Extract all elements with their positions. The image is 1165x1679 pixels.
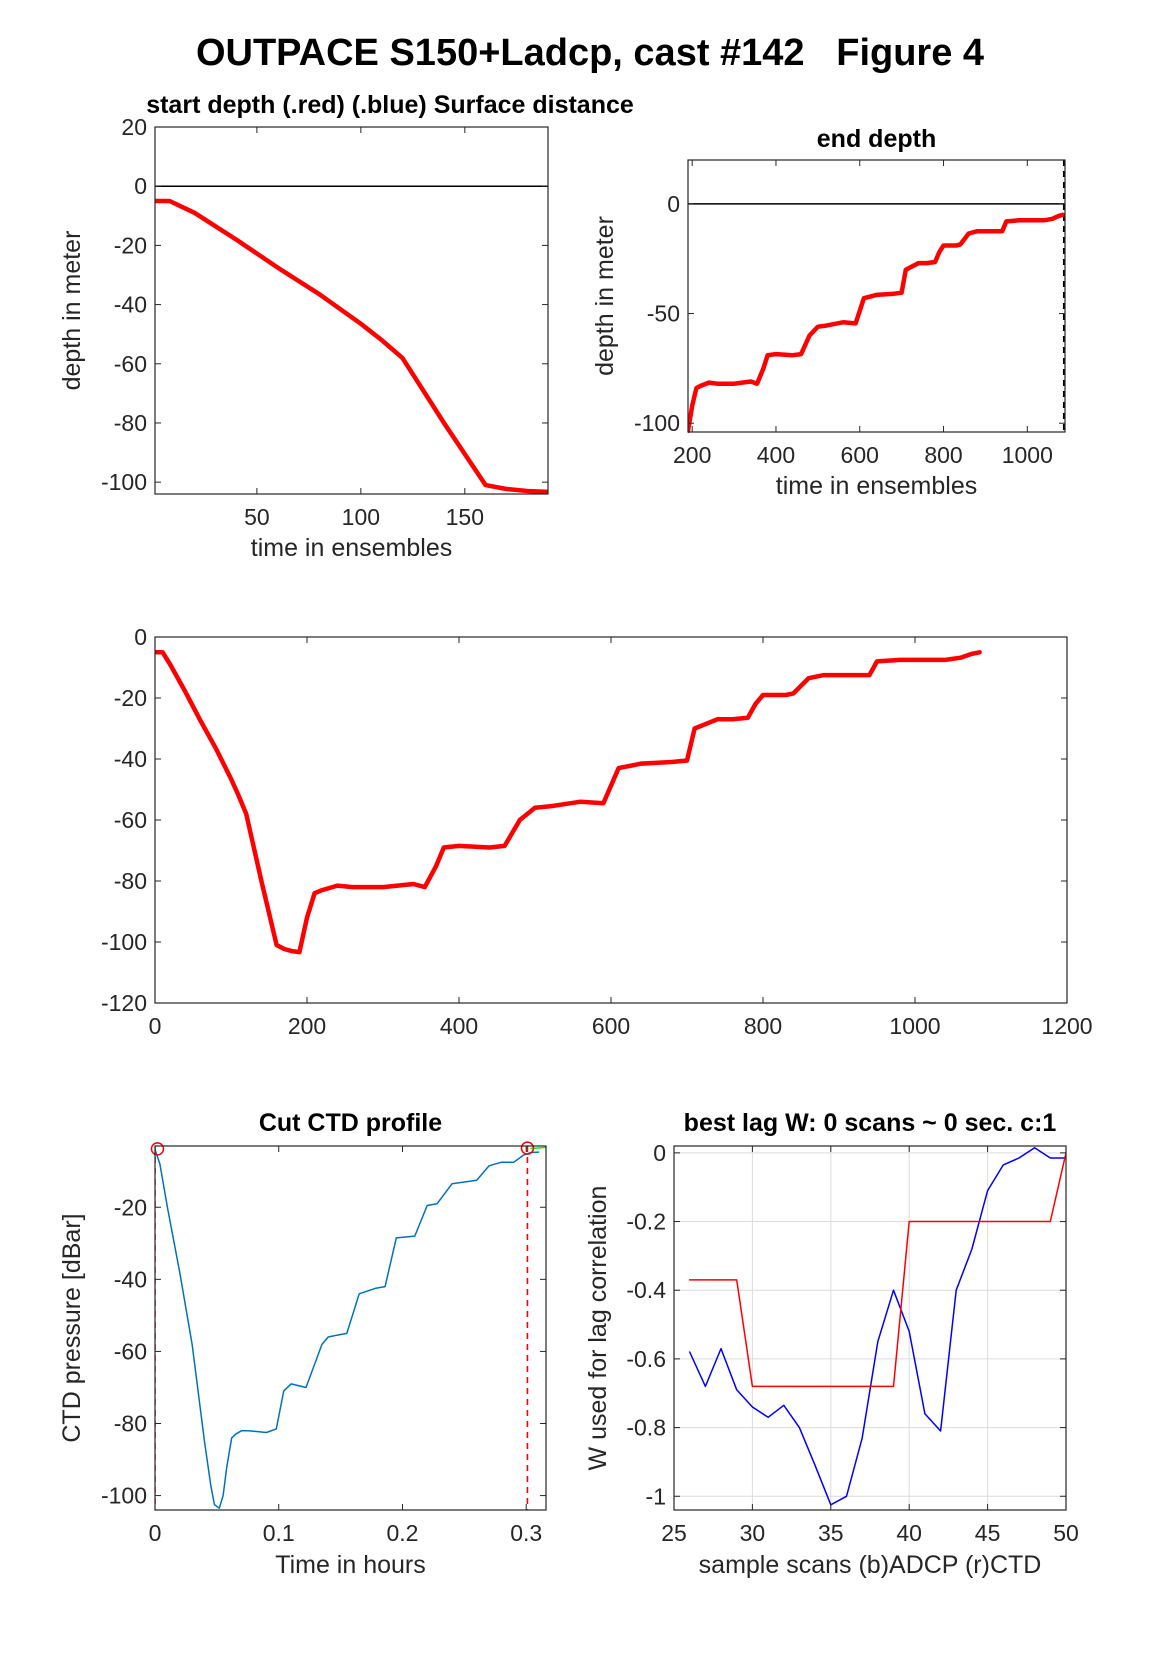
y-tick-label: 20 [121, 114, 147, 140]
plot-content [155, 650, 982, 955]
plot-area [155, 1146, 546, 1510]
y-tick-label: -0.6 [626, 1346, 666, 1372]
figure-title: OUTPACE S150+Ladcp, cast #142 Figure 4 [196, 32, 984, 74]
axes-box [154, 126, 549, 495]
plot-title: best lag W: 0 scans ~ 0 sec. c:1 [684, 1109, 1057, 1137]
x-tick-label: 40 [896, 1520, 922, 1546]
y-tick-label: -80 [114, 1411, 147, 1437]
y-tick-label: -100 [101, 1483, 147, 1509]
y-tick-label: -50 [647, 301, 680, 327]
plot-content [155, 185, 548, 495]
y-tick-label: -20 [114, 685, 147, 711]
x-tick-label: 25 [661, 1520, 687, 1546]
x-tick-label: 200 [288, 1013, 326, 1039]
marker-circle [520, 1141, 535, 1155]
y-axis-label: CTD pressure [dBar] [58, 1213, 86, 1442]
plot-content [688, 1146, 1066, 1506]
axes-box [673, 1145, 1067, 1511]
x-tick-label: 45 [975, 1520, 1001, 1546]
plot-area [155, 127, 548, 494]
plot-end-depth: 200 400 600 800 1000 0 -50 -100 end depth time in… [591, 125, 1066, 500]
x-tick-label: 50 [244, 504, 270, 530]
x-axis-label: Time in hours [275, 1551, 426, 1579]
series-line-1 [155, 198, 548, 495]
x-tick-label: 600 [841, 442, 879, 468]
x-tick-label: 800 [744, 1013, 782, 1039]
x-tick-label: 1000 [1002, 442, 1053, 468]
y-tick-label: -40 [114, 292, 147, 318]
y-tick-label: -100 [101, 469, 147, 495]
y-tick-label: -0.2 [626, 1209, 666, 1235]
plot-title: start depth (.red) (.blue) Surface dista… [146, 91, 634, 119]
plot-best-lag: 25 30 35 40 45 50 0 -0.2 -0.4 -0.6 -0.8 -1 best lag … [584, 1109, 1079, 1579]
y-tick-label: -40 [114, 1266, 147, 1292]
x-tick-label: 400 [440, 1013, 478, 1039]
x-tick-label: 50 [1053, 1520, 1079, 1546]
x-tick-label: 1000 [889, 1013, 940, 1039]
y-axis-label: W used for lag correlation [584, 1186, 612, 1471]
x-tick-label: 0.2 [386, 1520, 418, 1546]
y-axis-label: depth in meter [591, 216, 619, 376]
y-tick-label: 0 [134, 173, 147, 199]
y-tick-label: 0 [653, 1140, 666, 1166]
series-line-2 [688, 1152, 1066, 1388]
x-tick-label: 200 [673, 442, 711, 468]
series-line-1 [155, 650, 982, 955]
y-tick-label: -1 [646, 1483, 666, 1509]
y-tick-label: -80 [114, 868, 147, 894]
series-line-1 [688, 212, 1065, 433]
y-tick-label: -120 [101, 990, 147, 1016]
y-tick-label: -0.8 [626, 1415, 666, 1441]
plot-full-depth-profile: 0 200 400 600 800 1000 1200 0 -20 -40 -60 -80 -100 -1… [101, 624, 1093, 1039]
y-tick-label: 0 [134, 624, 147, 650]
axes-box [687, 159, 1066, 433]
x-tick-label: 0.1 [263, 1520, 295, 1546]
y-tick-label: -40 [114, 746, 147, 772]
x-tick-label: 150 [446, 504, 484, 530]
y-tick-label: -80 [114, 410, 147, 436]
y-tick-label: 0 [667, 191, 680, 217]
plot-content [688, 160, 1065, 433]
plot-title: end depth [817, 125, 936, 153]
x-axis-label: time in ensembles [251, 534, 452, 562]
series-line-1 [155, 1148, 540, 1509]
y-tick-label: -100 [101, 929, 147, 955]
y-tick-label: -20 [114, 1194, 147, 1220]
plot-area [155, 637, 1067, 1003]
y-tick-label: -60 [114, 1338, 147, 1364]
x-tick-label: 1200 [1041, 1013, 1092, 1039]
y-tick-label: -100 [634, 410, 680, 436]
x-tick-label: 0.3 [510, 1520, 542, 1546]
plot-area [674, 1146, 1066, 1510]
x-tick-label: 30 [740, 1520, 766, 1546]
series-line-1 [688, 1146, 1066, 1506]
axes-box [154, 1145, 547, 1511]
x-axis-label: sample scans (b)ADCP (r)CTD [699, 1551, 1042, 1579]
y-tick-label: -60 [114, 807, 147, 833]
x-tick-label: 0 [149, 1520, 162, 1546]
x-tick-label: 800 [924, 442, 962, 468]
x-tick-label: 0 [149, 1013, 162, 1039]
y-tick-label: -60 [114, 351, 147, 377]
y-tick-label: -0.4 [626, 1277, 666, 1303]
marker-circle [150, 1142, 165, 1156]
plot-title: Cut CTD profile [259, 1109, 442, 1137]
x-axis-label: time in ensembles [776, 472, 977, 500]
y-axis-label: depth in meter [58, 231, 86, 391]
x-tick-label: 400 [757, 442, 795, 468]
x-tick-label: 600 [592, 1013, 630, 1039]
y-tick-label: -20 [114, 232, 147, 258]
x-tick-label: 35 [818, 1520, 844, 1546]
x-tick-label: 100 [342, 504, 380, 530]
plot-cut-ctd-profile: 0 0.1 0.2 0.3 -20 -40 -60 -80 -100 Cut CTD profil… [58, 1109, 547, 1579]
